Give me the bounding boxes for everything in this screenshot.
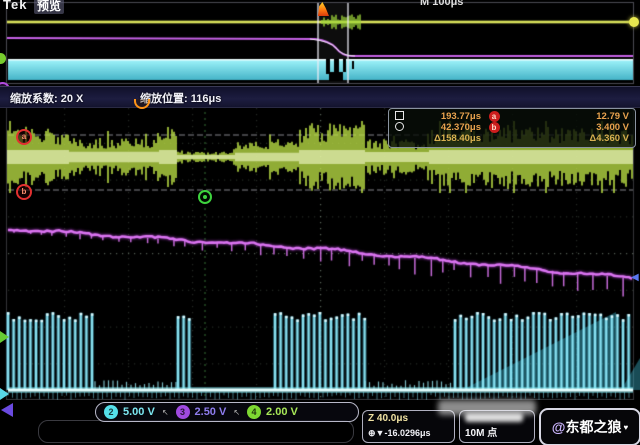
record-length-label: 10M 点 [465, 428, 498, 439]
zoom-factor-label: 缩放系数: 20 X [10, 93, 84, 105]
main-waveform-canvas [0, 106, 640, 400]
cursor-delta-row: Δ158.40μs Δ4.360 V [395, 133, 629, 144]
channel-scale-box: 2 5.00 V ↖ 3 2.50 V ↖ 4 2.00 V [95, 402, 359, 422]
watermark-text: @东都之狼 [551, 419, 622, 435]
cursor-a-row: 193.77μs a 12.79 V [395, 110, 629, 122]
ch2-badge[interactable]: 2 [104, 405, 118, 419]
ch3-badge[interactable]: 3 [175, 405, 190, 419]
cursor-a-marker[interactable]: a [16, 129, 32, 145]
cursor-b-time: 42.370μs [440, 122, 481, 133]
main-timebase-label: M 100μs [420, 0, 464, 8]
circle-cursor-icon [395, 121, 404, 131]
zoom-delay-label: ⊕▼-16.0296μs [368, 427, 431, 438]
zoom-position-marker-icon[interactable] [134, 99, 150, 109]
cursor-readout-box: 193.77μs a 12.79 V 42.370μs b 3.400 V Δ1… [388, 108, 636, 148]
delta-time: Δ158.40μs [434, 133, 481, 144]
cursor-b-volt: 3.400 V [596, 122, 629, 133]
acquisition-mode-label: 预览 [34, 0, 65, 14]
zoom-timebase-box[interactable]: Z 40.0μs ⊕▼-16.0296μs [362, 410, 455, 443]
ch4-position-marker[interactable] [0, 331, 9, 343]
ch3-offscreen-arrow-icon [1, 403, 13, 417]
record-length-box[interactable]: 10M 点 [459, 410, 535, 443]
square-cursor-icon [395, 110, 404, 120]
zoom-timebase-label: Z 40.0μs [368, 413, 409, 424]
ch2-scale-label[interactable]: 5.00 V [123, 406, 155, 418]
obscured-text [465, 413, 523, 422]
ch3-scale-label[interactable]: 2.50 V [194, 406, 227, 418]
expansion-point-marker[interactable] [198, 190, 212, 204]
ch2-position-marker[interactable] [0, 388, 9, 400]
delta-volt: Δ4.360 V [589, 133, 629, 144]
cursor-a-badge: a [488, 111, 500, 122]
heart-icon: ♥ [623, 422, 629, 432]
probe-icon: ↖ [233, 407, 241, 417]
cursor-a-volt: 12.79 V [596, 111, 629, 122]
cursor-a-time: 193.77μs [440, 111, 481, 122]
ch4-scale-label[interactable]: 2.00 V [266, 406, 298, 418]
watermark-box: @东都之狼 ♥ [539, 408, 640, 445]
cursor-b-badge: b [488, 122, 500, 133]
ch4-badge[interactable]: 4 [247, 405, 262, 419]
ch1-level-marker[interactable] [629, 17, 639, 27]
cursor-b-row: 42.370μs b 3.400 V [395, 121, 629, 133]
trigger-position-flag-icon[interactable] [317, 2, 329, 16]
trigger-level-marker[interactable]: ◀ [631, 272, 639, 283]
zoom-info-bar: 缩放系数: 20 X 缩放位置: 116μs [0, 86, 640, 108]
probe-icon: ↖ [161, 407, 169, 417]
cursor-b-marker[interactable]: b [16, 184, 32, 200]
obscured-watermark [438, 400, 536, 415]
empty-status-box [38, 420, 354, 443]
ch4-reference-marker [0, 53, 6, 64]
brand-label: Tek [3, 0, 28, 12]
zoom-position-label: 缩放位置: 116μs [140, 93, 222, 105]
